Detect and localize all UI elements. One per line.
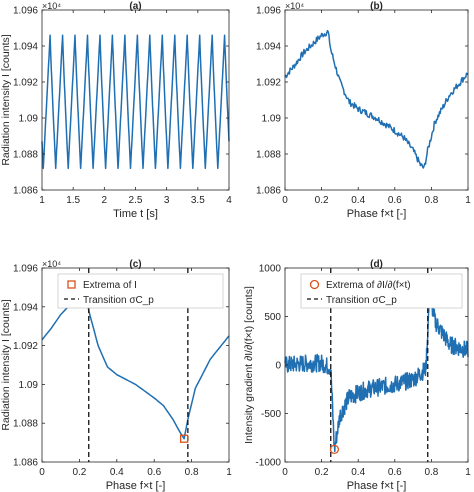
- y-tick-label: 1.088: [13, 419, 38, 430]
- x-tick-label: 2: [102, 195, 108, 206]
- y-tick-label: 1.096: [13, 6, 38, 17]
- y-tick-label: 1.086: [256, 186, 281, 197]
- y-tick-label: 1.09: [19, 380, 39, 391]
- y-axis-label: Radiation intensity I [counts]: [0, 299, 12, 430]
- legend-box: [57, 273, 224, 309]
- x-tick-label: 3.5: [191, 195, 205, 206]
- x-tick-label: 1: [465, 195, 471, 206]
- x-tick-label: 0: [282, 195, 288, 206]
- x-axis-label: Phase f×t [-]: [347, 480, 407, 492]
- extremum-marker: [329, 444, 340, 455]
- series-line: [284, 29, 469, 169]
- y-tick-label: 500: [264, 312, 281, 323]
- x-tick-label: 0.6: [388, 467, 402, 478]
- legend-marker-square: [67, 280, 76, 289]
- y-tick-label: 1.092: [13, 341, 38, 352]
- axes-box: [284, 9, 469, 191]
- x-axis-label: Time t [s]: [113, 208, 158, 220]
- x-tick-label: 0.2: [315, 195, 329, 206]
- y-tick-label: 1.094: [13, 302, 38, 313]
- panel-title: (b): [370, 1, 383, 12]
- panel-d: 0 0.2 0.4 0.6 0.8 1 -1000 -500 0 500 1000 (d) Phase …: [243, 259, 471, 492]
- y-tick-label: 1.09: [262, 114, 282, 125]
- x-axis-label: Phase f×t [-]: [347, 208, 407, 220]
- legend-marker-circle: [309, 279, 320, 290]
- axes-box: [41, 9, 230, 191]
- y-axis-label: Intensity gradient ∂I/∂(f×t) [counts]: [243, 286, 255, 444]
- x-tick-label: 0.8: [185, 467, 199, 478]
- y-exponent: ×10⁴: [42, 1, 61, 11]
- y-tick-label: -500: [261, 409, 281, 420]
- x-axis-label: Phase f×t [-]: [106, 480, 166, 492]
- series-line: [41, 34, 230, 170]
- y-tick-label: 1.092: [256, 78, 281, 89]
- y-tick-label: 1.088: [256, 150, 281, 161]
- x-tick-label: 1: [226, 467, 232, 478]
- x-tick-label: 0.4: [110, 467, 124, 478]
- x-tick-label: 1.5: [66, 195, 80, 206]
- panel-c: 0 0.2 0.4 0.6 0.8 1 1.086 1.088 1.09 1.092 1.094 1.…: [0, 259, 232, 492]
- x-tick-label: 0.8: [424, 467, 438, 478]
- x-tick-label: 0.2: [72, 467, 86, 478]
- y-exponent: ×10⁴: [42, 259, 61, 269]
- panel-title: (c): [129, 259, 141, 270]
- y-axis-label: Radiation intensity I [counts]: [0, 34, 12, 165]
- x-tick-label: 0.4: [351, 195, 365, 206]
- x-tick-label: 3: [164, 195, 170, 206]
- x-tick-label: 4: [226, 195, 232, 206]
- panel-b: 0 0.2 0.4 0.6 0.8 1 1.086 1.088 1.09 1.092 1.094 1.…: [256, 1, 471, 220]
- series-line: [284, 293, 469, 453]
- x-tick-label: 0.6: [147, 467, 161, 478]
- x-tick-label: 1: [465, 467, 471, 478]
- x-tick-label: 0.8: [424, 195, 438, 206]
- y-tick-label: 1.086: [13, 458, 38, 469]
- x-tick-label: 0.6: [388, 195, 402, 206]
- extremum-marker: [179, 434, 189, 443]
- y-exponent: ×10⁴: [285, 1, 304, 11]
- y-tick-label: 1.088: [13, 150, 38, 161]
- panel-title: (d): [370, 259, 383, 270]
- y-tick-label: -1000: [255, 458, 281, 469]
- x-tick-label: 1: [39, 195, 45, 206]
- legend-label-transition: Transition σC_p: [83, 295, 154, 306]
- y-tick-label: 1.094: [13, 42, 38, 53]
- y-tick-label: 1.09: [19, 114, 39, 125]
- panel-title: (a): [129, 1, 141, 12]
- y-tick-label: 1.096: [256, 6, 281, 17]
- legend-label-transition: Transition σC_p: [326, 295, 397, 306]
- y-tick-label: 0: [275, 361, 281, 372]
- x-tick-label: 0.2: [315, 467, 329, 478]
- axes-box: [41, 267, 230, 463]
- x-tick-label: 2.5: [129, 195, 143, 206]
- legend-box: [300, 273, 463, 309]
- series-line: [41, 292, 230, 440]
- y-tick-label: 1.096: [13, 264, 38, 275]
- x-tick-label: 0.4: [351, 467, 365, 478]
- y-tick-label: 1.094: [256, 42, 281, 53]
- panel-a: 1 1.5 2 2.5 3 3.5 4 1.086 1.088 1.09 1.092 1.094 1.0…: [0, 1, 232, 220]
- legend-label-extrema: Extrema of I: [83, 280, 137, 291]
- legend-label-extrema: Extrema of ∂I/∂(f×t): [326, 280, 411, 291]
- y-tick-label: 1.092: [13, 78, 38, 89]
- x-tick-label: 0: [282, 467, 288, 478]
- y-tick-label: 1000: [259, 264, 282, 275]
- y-tick-label: 1.086: [13, 186, 38, 197]
- x-tick-label: 0: [39, 467, 45, 478]
